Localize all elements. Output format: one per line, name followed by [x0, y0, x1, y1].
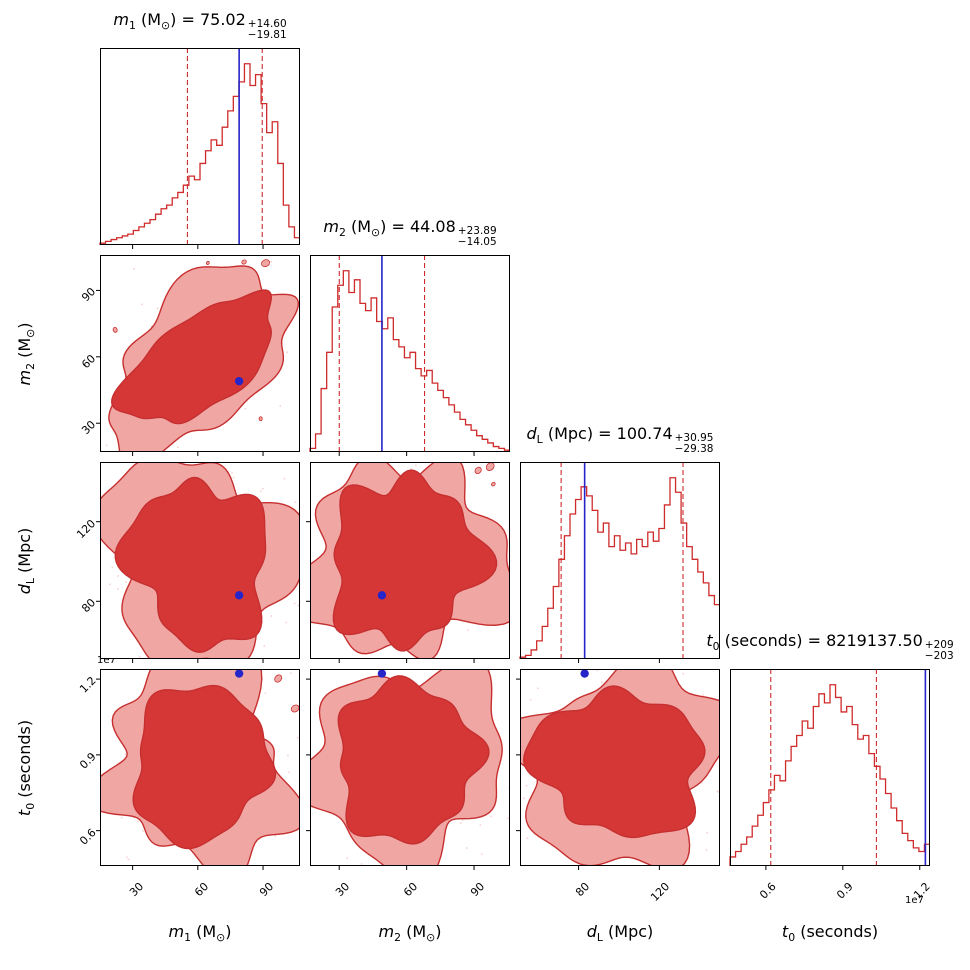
x-tick-label-m2-60: 60	[400, 880, 420, 900]
contour-panel-m2-t0	[304, 669, 510, 872]
x-tick-label-m1-60: 60	[191, 880, 212, 900]
x-tick-label-dL-80: 80	[572, 880, 592, 900]
contour-panel-m2-dL	[304, 462, 510, 665]
x-axis-label-t0: t0 (seconds)	[781, 922, 879, 945]
x-tick-label-t0-0.6: 0.6	[757, 880, 780, 902]
title-m1: m1 (M⊙) = 75.02 +14.60 −19.81	[113, 10, 287, 41]
hist-panel-dL	[514, 462, 720, 665]
x-tick-label-t0-0.9: 0.9	[834, 880, 857, 902]
x-tick-label-m2-30: 30	[333, 880, 353, 900]
x-axis-label-m2: m2 (M⊙)	[378, 922, 442, 945]
contour-panel-m1-t0	[94, 669, 300, 872]
x-axis-label-m1: m1 (M⊙)	[168, 922, 232, 945]
x-axis-label-dL: dL (Mpc)	[586, 922, 654, 945]
title-t0: t0 (seconds) = 8219137.50 +209 −203	[706, 631, 954, 662]
x-tick-label-m1-30: 30	[126, 880, 146, 900]
contour-panel-m1-dL	[94, 462, 300, 665]
contour-panel-dL-t0	[514, 669, 720, 872]
x-tick-label-m1-90: 90	[257, 880, 277, 900]
title-m2: m2 (M⊙) = 44.08 +23.89 −14.05	[323, 217, 497, 248]
hist-panel-m1	[94, 48, 300, 251]
hist-panel-t0	[724, 669, 930, 872]
x-axis-offset-label: 1e7	[905, 895, 924, 906]
title-dL: dL (Mpc) = 100.74 +30.95 −29.38	[526, 424, 714, 455]
y-axis-label-t0: t0 (seconds)	[14, 719, 38, 816]
x-tick-label-dL-120: 120	[648, 880, 673, 905]
x-tick-label-m2-90: 90	[468, 880, 488, 900]
contour-panel-m1-m2	[94, 255, 300, 458]
y-axis-label-dL: dL (Mpc)	[14, 527, 38, 594]
y-axis-label-m2: m2 (M⊙)	[14, 321, 38, 386]
hist-panel-m2	[304, 255, 510, 458]
